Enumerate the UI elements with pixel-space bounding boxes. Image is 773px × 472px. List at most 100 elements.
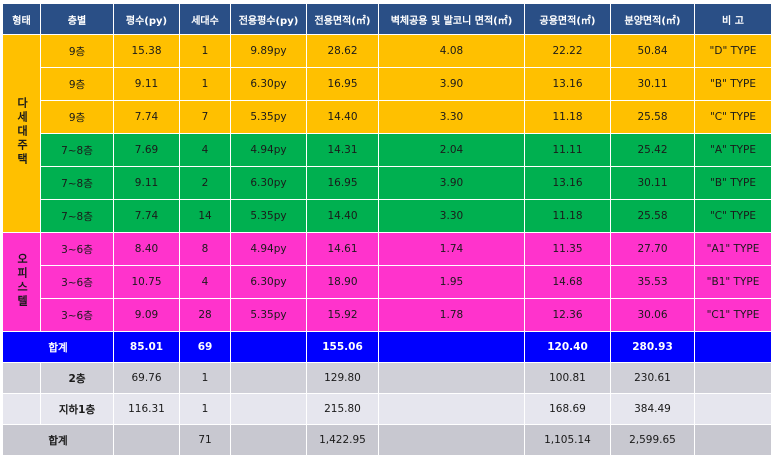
cell-floor: 3~6층 xyxy=(40,265,114,299)
total-units: 71 xyxy=(179,424,231,456)
cell-floor: 3~6층 xyxy=(40,298,114,332)
header-wall-balcony-area: 벽체공용 및 발코니 면적(㎡) xyxy=(378,3,525,35)
cell-exclusive-py xyxy=(230,393,307,425)
cell-note: "A" TYPE xyxy=(694,133,772,167)
table-row: 2층 69.76 1 129.80 100.81 230.61 xyxy=(2,362,772,394)
cell-wall-area: 3.30 xyxy=(378,199,525,233)
cell-wall-area: 2.04 xyxy=(378,133,525,167)
cell-sale-area: 25.58 xyxy=(610,100,695,134)
cell-note: "C" TYPE xyxy=(694,100,772,134)
cell-exclusive-py xyxy=(230,362,307,394)
cell-py: 10.75 xyxy=(113,265,180,299)
area-table: 형태 층별 평수(py) 세대수 전용평수(py) 전용면적(㎡) 벽체공용 및… xyxy=(2,3,772,456)
subtotal-note xyxy=(694,331,772,363)
cell-py: 69.76 xyxy=(113,362,180,394)
cell-py: 9.11 xyxy=(113,166,180,200)
table-row: 지하1층 116.31 1 215.80 168.69 384.49 xyxy=(2,393,772,425)
header-py: 평수(py) xyxy=(113,3,180,35)
cell-exclusive-py: 5.35py xyxy=(230,199,307,233)
cell-floor: 7~8층 xyxy=(40,199,114,233)
total-exclusive-py xyxy=(230,424,307,456)
total-sale-area: 2,599.65 xyxy=(610,424,695,456)
cell-wall-area: 1.95 xyxy=(378,265,525,299)
table-row: 7~8층 7.74 14 5.35py 14.40 3.30 11.18 25.… xyxy=(3,199,772,233)
cell-exclusive-area: 129.80 xyxy=(306,362,379,394)
total-label: 합계 xyxy=(2,424,114,456)
cell-exclusive-area: 16.95 xyxy=(306,67,379,101)
cell-common-area: 11.18 xyxy=(524,100,611,134)
cell-sale-area: 30.11 xyxy=(610,166,695,200)
header-common-area: 공용면적(㎡) xyxy=(524,3,611,35)
cell-common-area: 13.16 xyxy=(524,67,611,101)
total-wall-area xyxy=(378,424,525,456)
cell-py: 7.69 xyxy=(113,133,180,167)
cell-wall-area xyxy=(378,393,525,425)
cell-type xyxy=(2,393,41,425)
cell-note: "A1" TYPE xyxy=(694,232,772,266)
cell-units: 4 xyxy=(179,265,231,299)
cell-floor: 9층 xyxy=(40,100,114,134)
cell-units: 1 xyxy=(179,393,231,425)
cell-exclusive-py: 6.30py xyxy=(230,67,307,101)
cell-exclusive-py: 4.94py xyxy=(230,232,307,266)
cell-exclusive-area: 14.40 xyxy=(306,100,379,134)
total-exclusive-area: 1,422.95 xyxy=(306,424,379,456)
header-exclusive-area: 전용면적(㎡) xyxy=(306,3,379,35)
cell-exclusive-area: 215.80 xyxy=(306,393,379,425)
cell-exclusive-py: 5.35py xyxy=(230,298,307,332)
cell-common-area: 14.68 xyxy=(524,265,611,299)
cell-exclusive-area: 14.40 xyxy=(306,199,379,233)
cell-sale-area: 25.58 xyxy=(610,199,695,233)
cell-py: 9.11 xyxy=(113,67,180,101)
table-row: 3~6층 9.09 28 5.35py 15.92 1.78 12.36 30.… xyxy=(3,298,772,332)
cell-sale-area: 35.53 xyxy=(610,265,695,299)
total-row: 합계 71 1,422.95 1,105.14 2,599.65 xyxy=(2,424,772,456)
cell-note xyxy=(694,393,772,425)
cell-type xyxy=(2,362,41,394)
cell-exclusive-py: 6.30py xyxy=(230,166,307,200)
cell-floor: 3~6층 xyxy=(40,232,114,266)
cell-note: "D" TYPE xyxy=(694,34,772,68)
cell-wall-area: 1.74 xyxy=(378,232,525,266)
cell-units: 14 xyxy=(179,199,231,233)
cell-exclusive-area: 15.92 xyxy=(306,298,379,332)
cell-exclusive-py: 9.89py xyxy=(230,34,307,68)
cell-floor: 9층 xyxy=(40,67,114,101)
table-row: 9층 9.11 1 6.30py 16.95 3.90 13.16 30.11 … xyxy=(3,67,772,101)
total-note xyxy=(694,424,772,456)
cell-wall-area: 4.08 xyxy=(378,34,525,68)
cell-py: 116.31 xyxy=(113,393,180,425)
table-row: 7~8층 7.69 4 4.94py 14.31 2.04 11.11 25.4… xyxy=(3,133,772,167)
cell-common-area: 100.81 xyxy=(524,362,611,394)
cell-note xyxy=(694,362,772,394)
header-floor: 층별 xyxy=(40,3,114,35)
cell-sale-area: 30.11 xyxy=(610,67,695,101)
subtotal-py: 85.01 xyxy=(113,331,180,363)
cell-py: 9.09 xyxy=(113,298,180,332)
cell-common-area: 11.18 xyxy=(524,199,611,233)
subtotal-sale-area: 280.93 xyxy=(610,331,695,363)
cell-py: 15.38 xyxy=(113,34,180,68)
header-type: 형태 xyxy=(2,3,41,35)
header-units: 세대수 xyxy=(179,3,231,35)
cell-units: 28 xyxy=(179,298,231,332)
cell-exclusive-area: 16.95 xyxy=(306,166,379,200)
cell-floor: 지하1층 xyxy=(40,393,114,425)
cell-wall-area: 3.90 xyxy=(378,67,525,101)
table-row: 7~8층 9.11 2 6.30py 16.95 3.90 13.16 30.1… xyxy=(3,166,772,200)
cell-note: "B" TYPE xyxy=(694,67,772,101)
cell-common-area: 11.11 xyxy=(524,133,611,167)
cell-note: "C1" TYPE xyxy=(694,298,772,332)
subtotal-exclusive-area: 155.06 xyxy=(306,331,379,363)
cell-sale-area: 25.42 xyxy=(610,133,695,167)
group-label-multi-family: 다세대주택 xyxy=(2,34,41,233)
area-table-container: 형태 층별 평수(py) 세대수 전용평수(py) 전용면적(㎡) 벽체공용 및… xyxy=(2,3,772,456)
cell-exclusive-area: 18.90 xyxy=(306,265,379,299)
cell-units: 7 xyxy=(179,100,231,134)
cell-sale-area: 230.61 xyxy=(610,362,695,394)
header-sale-area: 분양면적(㎡) xyxy=(610,3,695,35)
cell-exclusive-area: 28.62 xyxy=(306,34,379,68)
cell-common-area: 11.35 xyxy=(524,232,611,266)
cell-units: 1 xyxy=(179,362,231,394)
cell-sale-area: 27.70 xyxy=(610,232,695,266)
